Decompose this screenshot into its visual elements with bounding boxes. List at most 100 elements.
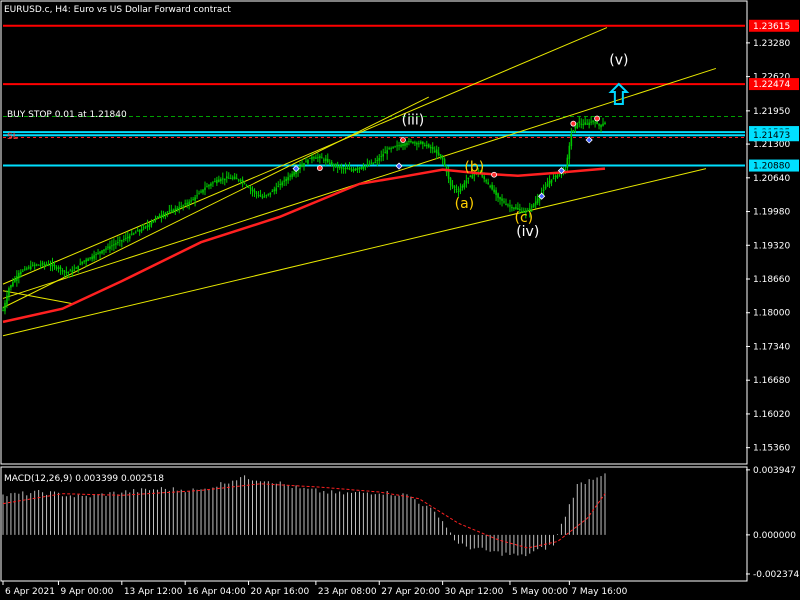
candle-body (414, 142, 416, 144)
candle-body (433, 150, 436, 152)
candle-body (81, 261, 84, 264)
candle-body (313, 157, 315, 159)
candle-body (247, 187, 250, 189)
candle-body (73, 269, 76, 271)
candle-body (275, 187, 278, 192)
candle-body (291, 173, 293, 178)
candle-body (548, 180, 551, 184)
candle-body (16, 275, 18, 281)
candle-body (285, 178, 287, 182)
candle-body (39, 264, 42, 266)
candle-body (12, 282, 14, 287)
candle-body (61, 270, 64, 272)
price-tick-label: 1.19320 (753, 241, 790, 251)
candle-body (604, 122, 606, 125)
candle-body (402, 143, 404, 147)
candle-body (138, 230, 141, 232)
wave-label-iii: (iii) (402, 113, 425, 129)
candle-body (180, 206, 183, 208)
macd-tick-label: 0.003947 (753, 466, 796, 476)
candle-body (57, 267, 60, 269)
date-tick-label: 7 May 16:00 (571, 587, 627, 597)
candle-body (372, 162, 375, 164)
date-tick-label: 27 Apr 20:00 (381, 587, 440, 597)
candle-body (283, 180, 285, 182)
candle-body (245, 185, 248, 187)
stop-loss-price-tag (749, 129, 799, 142)
candle-body (119, 240, 121, 242)
candle-body (99, 251, 101, 254)
candle-body (14, 279, 16, 282)
candle-body (556, 174, 559, 179)
candle-body (253, 190, 256, 193)
fractal-down-marker (585, 136, 593, 144)
candle-body (592, 120, 594, 123)
candle-body (338, 165, 341, 168)
candle-body (196, 195, 198, 197)
candle-body (4, 302, 6, 312)
candle-body (317, 157, 319, 159)
candle-body (511, 207, 513, 209)
candle-body (63, 270, 66, 272)
candle-body (513, 207, 515, 209)
candle-body (572, 130, 575, 133)
candle-body (394, 146, 396, 148)
candle-body (249, 187, 252, 190)
candle-body (271, 191, 274, 193)
date-tick-label: 13 Apr 12:00 (124, 587, 183, 597)
candle-body (121, 240, 123, 242)
candle-body (146, 225, 149, 228)
fractal-down-marker (292, 165, 300, 173)
price-tick-label: 1.22620 (753, 73, 790, 83)
candle-body (420, 141, 422, 144)
price-tick-label: 1.20640 (753, 174, 790, 184)
candle-body (600, 124, 602, 128)
candle-body (111, 245, 113, 247)
candle-body (136, 230, 139, 232)
candle-body (239, 179, 242, 182)
candle-body (396, 145, 398, 147)
candle-body (263, 196, 266, 198)
candle-body (281, 182, 284, 186)
candle-body (225, 176, 228, 179)
fractal-down-marker (538, 192, 546, 200)
candle-body (279, 183, 282, 185)
candle-body (582, 124, 585, 126)
target-arrow-group (608, 82, 630, 106)
candle-body (315, 157, 317, 159)
candle-body (437, 152, 440, 156)
candle-body (154, 218, 157, 220)
candle-body (49, 265, 52, 267)
candle-body (380, 156, 383, 158)
candle-body (77, 265, 80, 270)
candle-body (140, 229, 143, 232)
candle-body (574, 126, 577, 129)
fractal-up-marker (400, 137, 406, 143)
candle-body (233, 176, 236, 179)
candle-body (241, 179, 244, 182)
candle-body (348, 168, 351, 170)
candle-body (441, 157, 444, 160)
candle-body (319, 155, 321, 159)
candle-body (521, 211, 523, 213)
candle-body (528, 208, 531, 213)
fractal-up-marker (594, 115, 600, 122)
price-tick-label: 1.17340 (753, 342, 790, 352)
candle-body (115, 243, 117, 245)
candle-body (534, 201, 537, 205)
trend-line (2, 27, 608, 285)
candle-body (501, 198, 503, 201)
moving-average (2, 167, 606, 324)
date-tick-label: 9 Apr 00:00 (60, 587, 113, 597)
candle-body (453, 186, 456, 189)
date-axis: 6 Apr 2021 9 Apr 00:00 13 Apr 12:00 16 Apr … (2, 581, 628, 597)
candle-body (536, 198, 539, 203)
candle-body (485, 180, 487, 182)
candle-body (532, 204, 535, 207)
candle-body (113, 244, 115, 246)
candle-body (515, 207, 517, 209)
candle-body (51, 263, 54, 266)
wave-label-iv: (iv) (516, 224, 539, 240)
candle-body (305, 161, 307, 163)
